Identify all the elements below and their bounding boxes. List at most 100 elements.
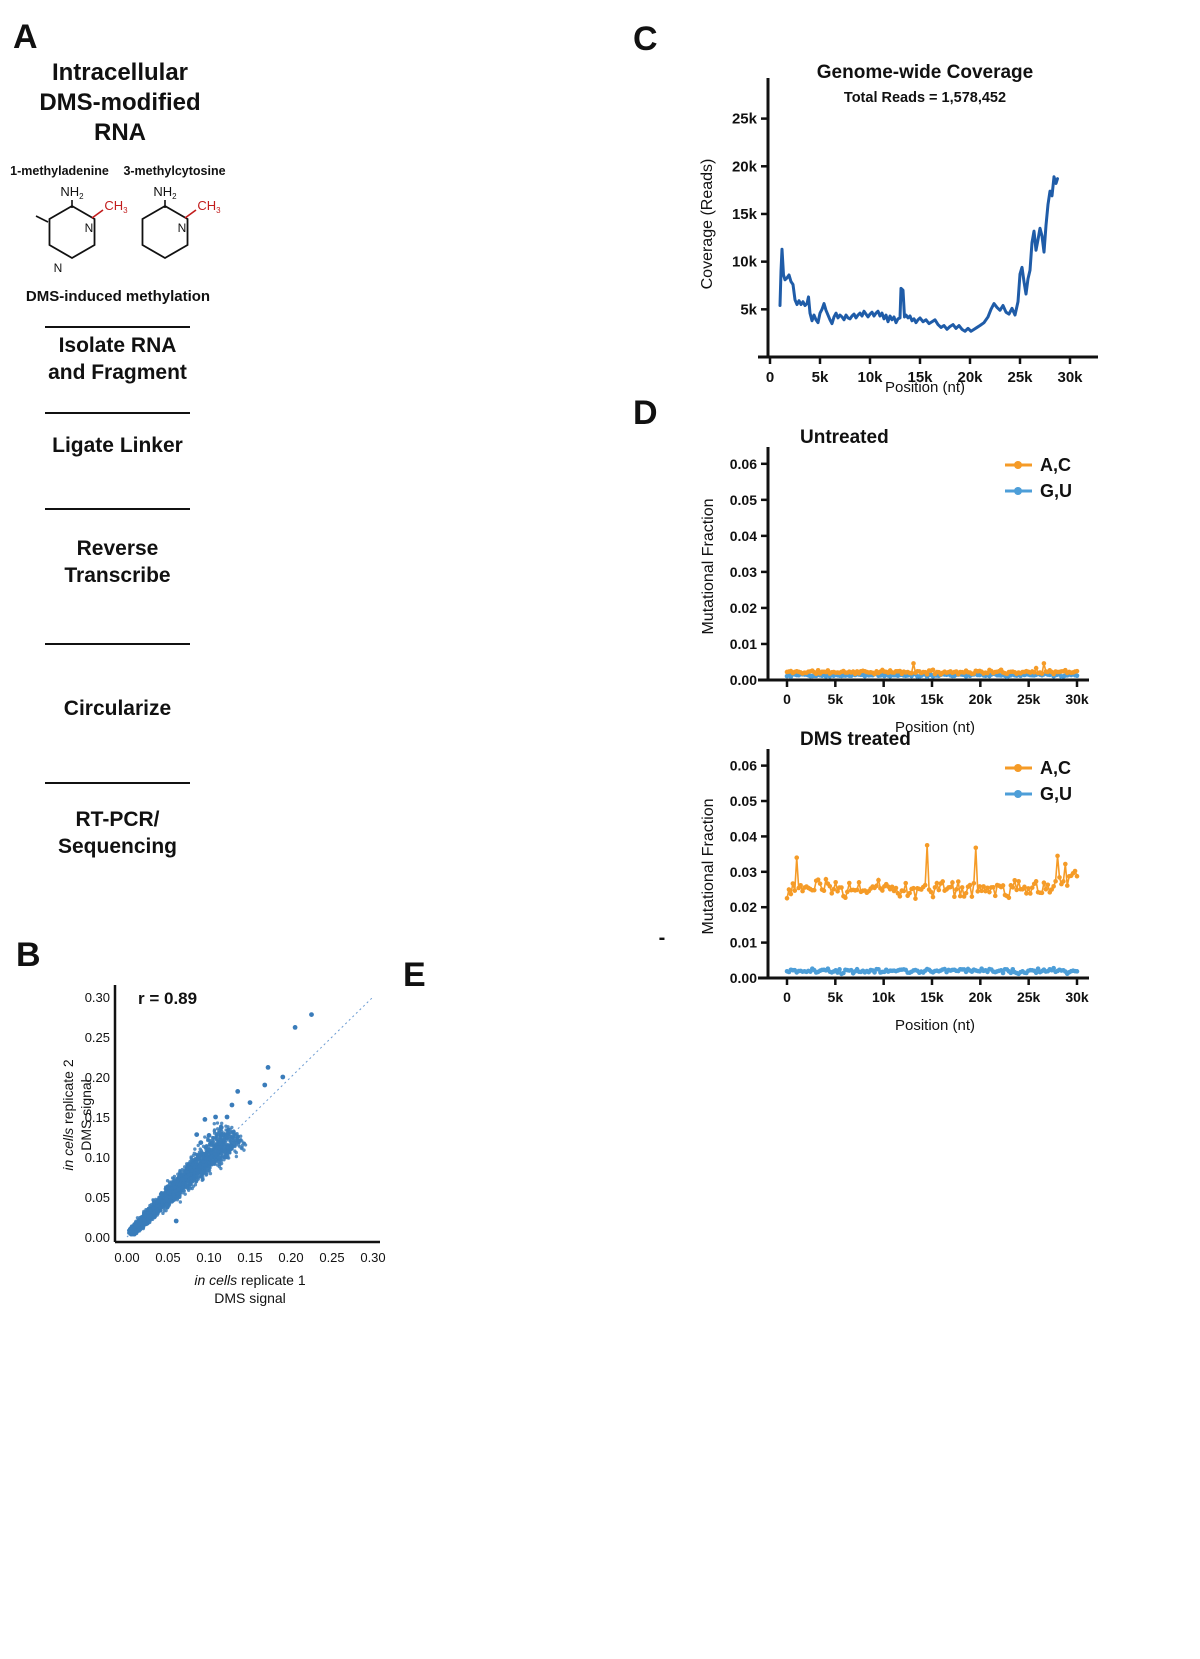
title-line-3: RNA xyxy=(94,119,146,146)
panel-e-label: E xyxy=(403,956,426,994)
svg-text:in cells replicate 1: in cells replicate 1 xyxy=(194,1272,305,1288)
svg-text:N: N xyxy=(54,261,63,275)
svg-text:0.25: 0.25 xyxy=(319,1250,344,1265)
workflow-step-2: Ligate Linker xyxy=(10,432,225,459)
svg-text:0.15: 0.15 xyxy=(85,1110,110,1125)
svg-text:Mutational Fraction: Mutational Fraction xyxy=(700,498,717,634)
svg-text:DMS signal: DMS signal xyxy=(78,1079,94,1151)
workflow-step-text: Transcribe xyxy=(64,564,171,588)
svg-text:0.01: 0.01 xyxy=(730,636,757,652)
svg-text:DMS signal: DMS signal xyxy=(214,1290,286,1306)
svg-text:10k: 10k xyxy=(872,691,896,707)
svg-text:Mutational Fraction: Mutational Fraction xyxy=(700,798,717,934)
step-separator-4 xyxy=(45,643,190,645)
svg-text:0.06: 0.06 xyxy=(730,758,757,774)
panel-c-label: C xyxy=(633,20,658,58)
svg-text:25k: 25k xyxy=(1017,989,1041,1005)
svg-text:0.05: 0.05 xyxy=(730,793,757,809)
svg-text:5k: 5k xyxy=(828,989,844,1005)
svg-text:0.00: 0.00 xyxy=(85,1230,110,1245)
svg-text:15k: 15k xyxy=(920,691,944,707)
mutational-fraction-chart-dms_treated: 0.00 0.01 0.02 0.03 0.04 0.05 0.06 0 5k 10k 15k 20k… xyxy=(700,729,1089,1034)
svg-text:0.04: 0.04 xyxy=(730,528,757,544)
svg-text:r = 0.89: r = 0.89 xyxy=(138,989,197,1008)
svg-text:0.06: 0.06 xyxy=(730,456,757,472)
svg-text:20k: 20k xyxy=(732,158,758,175)
workflow-step-text: Circularize xyxy=(63,697,172,720)
svg-text:Coverage (Reads): Coverage (Reads) xyxy=(699,159,716,290)
svg-text:0.25: 0.25 xyxy=(85,1030,110,1045)
svg-text:0.01: 0.01 xyxy=(730,935,757,951)
svg-text:Untreated: Untreated xyxy=(800,427,889,448)
workflow-step-text: Sequencing xyxy=(57,835,178,859)
svg-text:-: - xyxy=(659,927,666,949)
svg-text:15k: 15k xyxy=(920,989,944,1005)
svg-text:A,C: A,C xyxy=(1040,455,1071,475)
svg-text:G,U: G,U xyxy=(1040,481,1072,501)
svg-text:0: 0 xyxy=(783,989,791,1005)
svg-text:30k: 30k xyxy=(1057,369,1083,386)
panel-a-title: Intracellular DMS-modified RNA xyxy=(20,58,220,148)
workflow-step-text: Ligate Linker xyxy=(52,434,183,457)
svg-text:0.00: 0.00 xyxy=(730,970,757,986)
modification-labels: 1-methyladenine 3-methylcytosine xyxy=(2,164,232,178)
chemical-structures: NH2 CH3 N NH2 CH3 N N xyxy=(35,184,221,275)
mutational-fraction-chart-untreated: 0.00 0.01 0.02 0.03 0.04 0.05 0.06 0 5k 10k 15k 20k… xyxy=(700,427,1089,736)
svg-text:A,C: A,C xyxy=(1040,758,1071,778)
svg-text:CH3: CH3 xyxy=(104,198,128,215)
svg-text:0.05: 0.05 xyxy=(155,1250,180,1265)
svg-text:Position (nt): Position (nt) xyxy=(895,719,975,736)
step-separator-1 xyxy=(45,326,190,328)
svg-text:0.20: 0.20 xyxy=(278,1250,303,1265)
workflow-step-text: and Fragment xyxy=(48,361,187,385)
svg-text:25k: 25k xyxy=(1007,369,1033,386)
svg-text:30k: 30k xyxy=(1065,989,1089,1005)
svg-text:0.10: 0.10 xyxy=(85,1150,110,1165)
svg-text:CH3: CH3 xyxy=(197,198,221,215)
svg-text:NH2: NH2 xyxy=(153,184,177,201)
svg-text:20k: 20k xyxy=(969,691,993,707)
svg-text:30k: 30k xyxy=(1065,691,1089,707)
svg-text:N: N xyxy=(85,221,94,235)
svg-text:25k: 25k xyxy=(1017,691,1041,707)
stray-dash: - xyxy=(659,927,666,949)
workflow-step-5: RT-PCR/Sequencing xyxy=(10,806,225,861)
workflow-step-4: Circularize xyxy=(10,695,225,722)
panel-b-label: B xyxy=(16,936,41,974)
svg-text:0.00: 0.00 xyxy=(114,1250,139,1265)
svg-text:15k: 15k xyxy=(907,369,933,386)
panel-a-label: A xyxy=(13,18,38,56)
svg-text:0.30: 0.30 xyxy=(360,1250,385,1265)
svg-text:0.05: 0.05 xyxy=(85,1190,110,1205)
svg-text:20k: 20k xyxy=(957,369,983,386)
step-separator-2 xyxy=(45,412,190,414)
svg-text:0.03: 0.03 xyxy=(730,864,757,880)
workflow-step-text: Isolate RNA xyxy=(58,334,177,357)
svg-text:0.02: 0.02 xyxy=(730,899,757,915)
svg-text:Genome-wide Coverage: Genome-wide Coverage xyxy=(817,62,1033,83)
svg-text:10k: 10k xyxy=(732,254,758,271)
title-line-2: DMS-modified xyxy=(39,89,201,116)
svg-text:5k: 5k xyxy=(828,691,844,707)
coverage-chart: 5k 10k 15k 20k 25k 0 5k 10k 15k 20k 25k 30k Genome-w… xyxy=(699,62,1098,396)
workflow-step-1: Isolate RNA and Fragment xyxy=(10,332,225,387)
svg-text:Total Reads = 1,578,452: Total Reads = 1,578,452 xyxy=(844,90,1006,106)
svg-text:0.00: 0.00 xyxy=(730,672,757,688)
svg-text:Position (nt): Position (nt) xyxy=(885,379,965,396)
workflow-step-text: RT-PCR/ xyxy=(75,808,160,831)
svg-text:0.04: 0.04 xyxy=(730,828,757,844)
mod-label-3mc: 3-methylcytosine xyxy=(123,164,226,178)
svg-text:Position (nt): Position (nt) xyxy=(895,1017,975,1034)
svg-text:G,U: G,U xyxy=(1040,784,1072,804)
svg-text:0: 0 xyxy=(766,369,774,386)
svg-text:DMS treated: DMS treated xyxy=(800,729,911,750)
svg-text:NH2: NH2 xyxy=(60,184,84,201)
svg-text:N: N xyxy=(178,221,187,235)
workflow-step-3: Reverse Transcribe xyxy=(10,535,225,590)
step-separator-3 xyxy=(45,508,190,510)
svg-text:20k: 20k xyxy=(969,989,993,1005)
svg-text:10k: 10k xyxy=(857,369,883,386)
svg-text:0.02: 0.02 xyxy=(730,600,757,616)
